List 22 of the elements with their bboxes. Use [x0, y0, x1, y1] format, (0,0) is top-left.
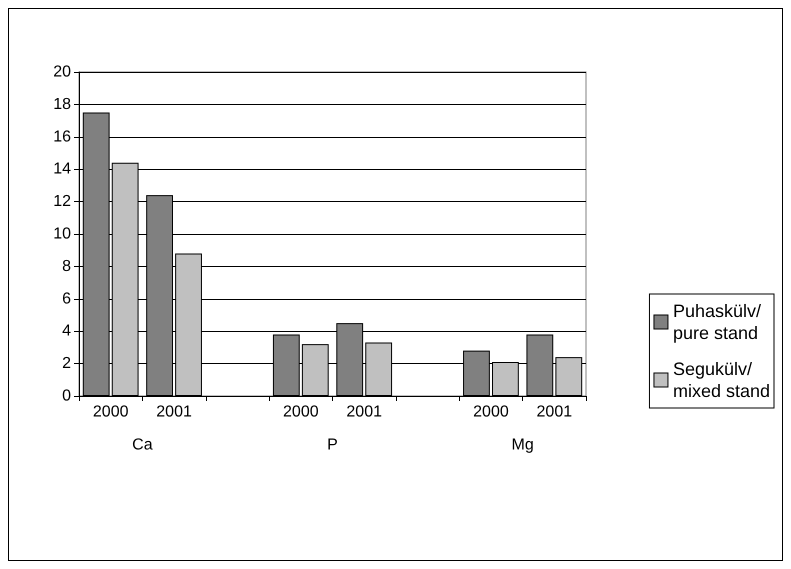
y-tick-label: 10 [53, 226, 72, 242]
legend-label: Puhaskülv/ pure stand [672, 301, 762, 343]
y-tick-label: 6 [62, 290, 72, 308]
y-tick-label: 8 [62, 258, 72, 275]
y-tick-label: 4 [62, 322, 72, 340]
y-tick-label: 16 [53, 128, 72, 146]
y-tick-label: 20 [53, 64, 72, 80]
y-tick-label: 0 [62, 388, 72, 404]
text: P [327, 436, 338, 454]
x-tick-label: 2001 [536, 404, 572, 420]
legend-label: Segukülv/ mixed stand [672, 359, 770, 401]
text: Ca [132, 436, 153, 454]
y-tick-label: 2 [62, 355, 72, 372]
y-tick-label: 14 [53, 160, 72, 178]
x-tick-label: 2000 [283, 404, 319, 420]
y-tick-label: 12 [53, 193, 72, 210]
x-tick-label: 2001 [346, 404, 382, 420]
x-tick-label: 2001 [156, 404, 192, 420]
y-tick-label: 18 [53, 96, 72, 113]
text: Mg [512, 436, 534, 454]
x-tick-label: 2000 [473, 404, 509, 420]
x-tick-label: 2000 [92, 404, 129, 420]
